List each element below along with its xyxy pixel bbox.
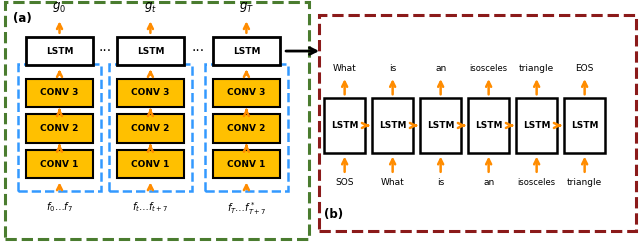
Bar [5,2,309,239]
Text: LSTM: LSTM [475,121,502,130]
Bar [26,114,93,143]
Text: $f_t \ldots f_{t+7}$: $f_t \ldots f_{t+7}$ [132,200,168,214]
Bar [26,37,93,65]
Text: CONV 2: CONV 2 [131,124,170,133]
Text: CONV 1: CONV 1 [40,160,79,169]
Text: (a): (a) [13,12,31,25]
Bar [212,114,280,143]
Text: CONV 1: CONV 1 [131,160,170,169]
Text: isosceles: isosceles [470,63,508,73]
Bar [116,150,184,178]
Text: What: What [381,178,404,187]
Text: ···: ··· [99,44,111,58]
Bar [319,15,636,231]
Bar [324,98,365,153]
Bar [116,79,184,107]
Text: CONV 2: CONV 2 [227,124,266,133]
Text: triangle: triangle [519,63,554,73]
Bar [564,98,605,153]
Bar [205,64,288,191]
Text: an: an [435,63,446,73]
Bar [26,79,93,107]
Text: ···: ··· [192,44,205,58]
Bar [116,37,184,65]
Text: is: is [437,178,444,187]
Text: CONV 3: CONV 3 [40,88,79,97]
Text: LSTM: LSTM [523,121,550,130]
Text: (b): (b) [324,208,343,221]
Bar [26,150,93,178]
Text: LSTM: LSTM [137,46,164,56]
Bar [420,98,461,153]
Bar [19,64,101,191]
Text: an: an [483,178,494,187]
Bar [116,114,184,143]
Bar [212,37,280,65]
Text: $\hat{g}_t$: $\hat{g}_t$ [144,0,157,15]
Text: $\hat{g}_T$: $\hat{g}_T$ [239,0,254,15]
Text: LSTM: LSTM [379,121,406,130]
Bar [468,98,509,153]
Text: CONV 3: CONV 3 [227,88,266,97]
Text: CONV 2: CONV 2 [40,124,79,133]
Text: LSTM: LSTM [571,121,598,130]
Text: LSTM: LSTM [331,121,358,130]
Bar [212,150,280,178]
Text: $\hat{g}_0$: $\hat{g}_0$ [52,0,67,15]
Bar [516,98,557,153]
Text: What: What [333,63,356,73]
Text: LSTM: LSTM [427,121,454,130]
Text: LSTM: LSTM [233,46,260,56]
Text: triangle: triangle [567,178,602,187]
Text: CONV 1: CONV 1 [227,160,266,169]
Text: LSTM: LSTM [46,46,73,56]
Text: $f_T \ldots f^*_{T+7}$: $f_T \ldots f^*_{T+7}$ [227,200,266,217]
Bar [372,98,413,153]
Bar [109,64,192,191]
Text: $f_0 \ldots f_7$: $f_0 \ldots f_7$ [46,200,73,214]
Bar [212,79,280,107]
Text: EOS: EOS [575,63,594,73]
Text: isosceles: isosceles [518,178,556,187]
Text: is: is [389,63,396,73]
Text: SOS: SOS [335,178,354,187]
Text: CONV 3: CONV 3 [131,88,170,97]
